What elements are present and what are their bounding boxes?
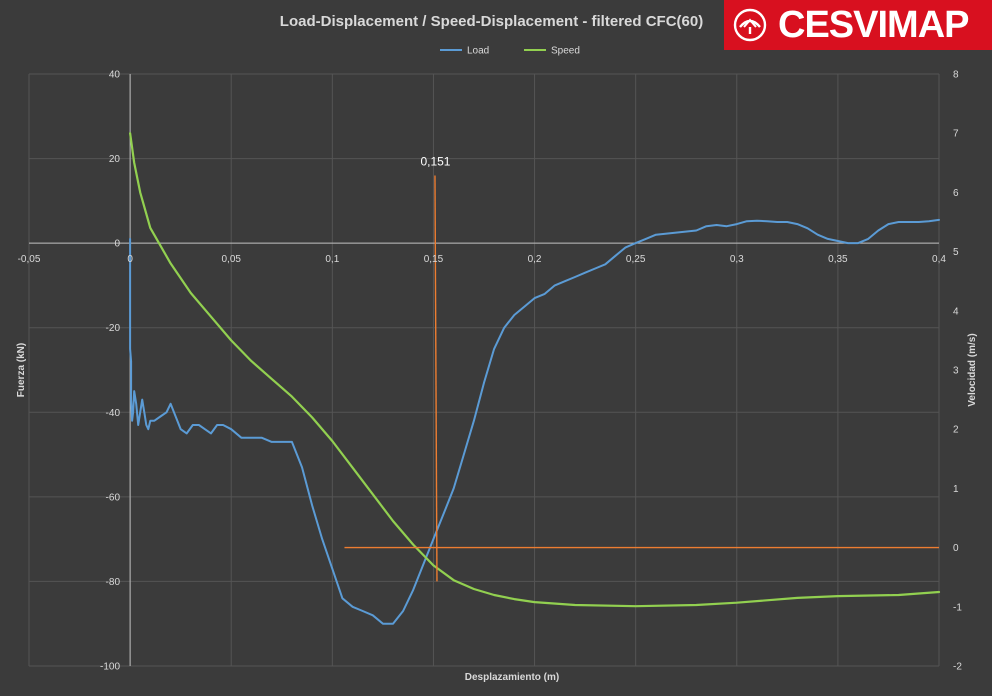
y-left-tick-label: -60 xyxy=(106,492,121,503)
axes xyxy=(29,74,939,666)
y-left-tick-label: -80 xyxy=(106,577,121,588)
x-tick-label: 0,2 xyxy=(528,254,542,265)
y-left-tick-label: 0 xyxy=(114,239,120,250)
y-left-axis-label: Fuerza (kN) xyxy=(16,343,27,397)
x-tick-label: 0,3 xyxy=(730,254,744,265)
legend-label-speed: Speed xyxy=(551,46,580,57)
annotation-label: 0,151 xyxy=(420,154,450,168)
logo: CESVIMAP xyxy=(724,0,992,50)
series-line-load xyxy=(129,218,940,625)
tick-labels: -0,05 0 0,05 0,1 0,15 0,2 0,25 0,3 0,35 0,4-100-8… xyxy=(18,70,963,673)
x-tick-label: -0,05 xyxy=(18,254,41,265)
y-right-axis-label: Velocidad (m/s) xyxy=(967,333,978,406)
legend: Load Speed xyxy=(440,46,580,57)
y-right-tick-label: 0 xyxy=(953,543,959,554)
x-tick-label: 0,15 xyxy=(424,254,444,265)
grid-lines xyxy=(28,73,940,667)
legend-label-load: Load xyxy=(467,46,489,57)
y-right-tick-label: 1 xyxy=(953,484,959,495)
y-right-tick-label: 8 xyxy=(953,70,959,81)
x-tick-label: 0,4 xyxy=(932,254,946,265)
x-tick-label: 0,1 xyxy=(325,254,339,265)
y-right-tick-label: 6 xyxy=(953,188,959,199)
cesvimap-emblem-icon xyxy=(733,8,767,42)
x-tick-label: 0,25 xyxy=(626,254,646,265)
y-left-tick-label: -20 xyxy=(106,323,121,334)
y-right-tick-label: -2 xyxy=(953,662,962,673)
x-axis-label: Desplazamiento (m) xyxy=(465,672,559,683)
x-tick-label: 0 xyxy=(127,254,133,265)
y-left-tick-label: -40 xyxy=(106,408,121,419)
axis-labels: Desplazamiento (m) Fuerza (kN) Velocidad (… xyxy=(16,333,978,683)
y-right-tick-label: 3 xyxy=(953,366,959,377)
series-line-speed xyxy=(129,132,941,608)
logo-text: CESVIMAP xyxy=(778,4,969,46)
y-right-tick-label: 2 xyxy=(953,425,959,436)
y-right-tick-label: -1 xyxy=(953,602,962,613)
y-right-tick-label: 7 xyxy=(953,129,959,140)
x-tick-label: 0,05 xyxy=(221,254,241,265)
y-right-tick-label: 5 xyxy=(953,247,959,258)
y-left-tick-label: 20 xyxy=(109,154,121,165)
annotation-vertical-line xyxy=(434,175,438,582)
y-right-tick-label: 4 xyxy=(953,306,959,317)
x-tick-label: 0,35 xyxy=(828,254,848,265)
series-group xyxy=(129,132,941,625)
y-left-tick-label: 40 xyxy=(109,70,121,81)
annotations: 0,151 xyxy=(344,154,939,582)
y-left-tick-label: -100 xyxy=(100,662,120,673)
